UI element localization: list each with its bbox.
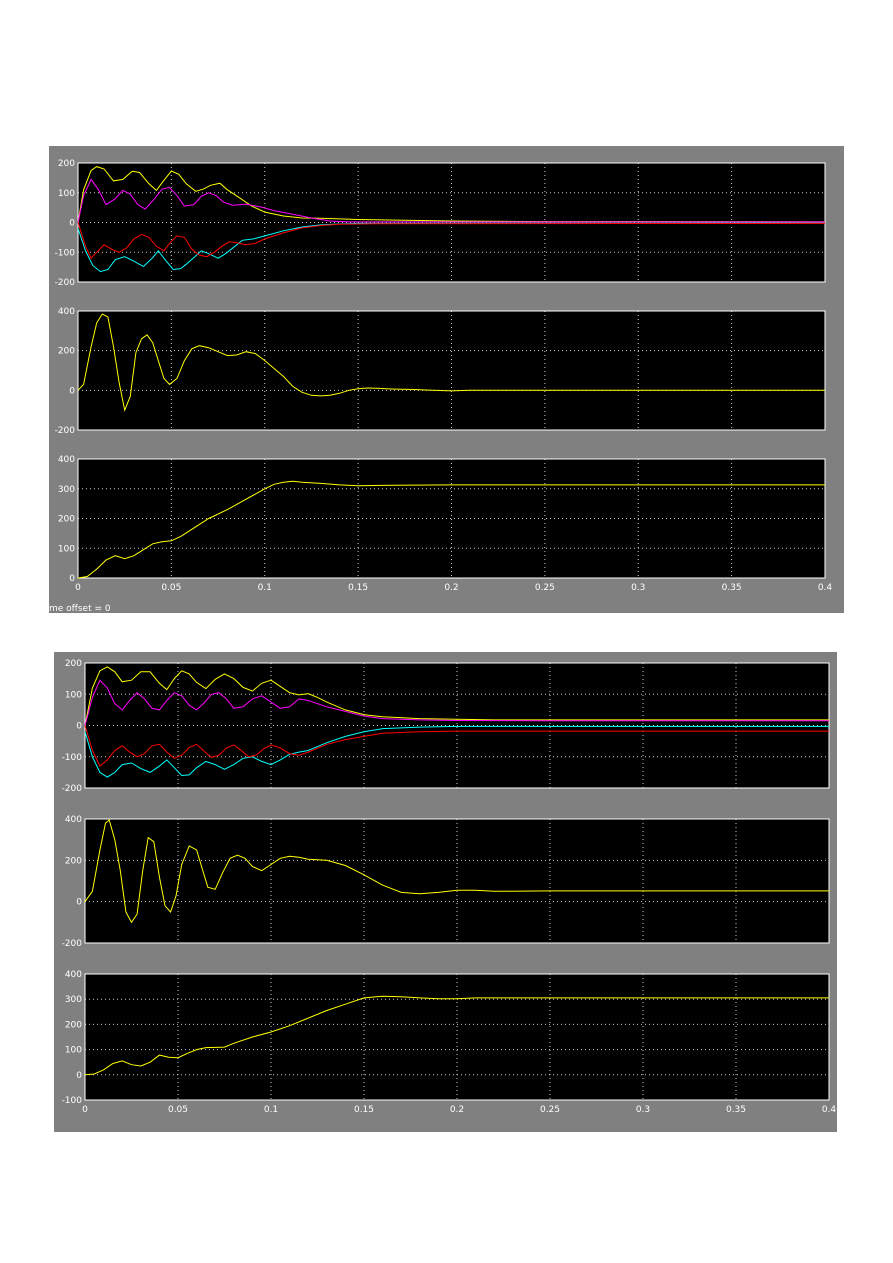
x-tick-label: 0.2 (444, 583, 458, 593)
y-tick-label: 200 (65, 659, 82, 669)
x-tick-label: 0.25 (535, 583, 555, 593)
scope-2-panel-1: -200 -100 0 100 200 (62, 659, 830, 794)
y-tick-label: 100 (58, 544, 75, 554)
y-tick-label: 200 (58, 159, 75, 169)
x-tick-label: 0.1 (258, 583, 272, 593)
y-tick-label: 100 (58, 189, 75, 199)
y-tick-label: -200 (62, 784, 83, 794)
y-tick-label: 200 (58, 347, 75, 357)
y-tick-label: 400 (58, 307, 75, 317)
plot-area (84, 818, 830, 944)
x-tick-label: 0.3 (631, 583, 645, 593)
y-tick-label: 400 (65, 815, 82, 825)
y-tick-label: 100 (65, 690, 82, 700)
x-tick-label: 0 (75, 583, 81, 593)
series-line-1 (77, 166, 826, 223)
x-tick-label: 0.15 (348, 583, 368, 593)
y-tick-label: 400 (58, 455, 75, 465)
y-tick-label: 0 (76, 1071, 82, 1081)
series-line-3 (77, 222, 826, 273)
series-line-1 (77, 313, 825, 412)
series-line-4 (84, 725, 829, 767)
plot-area (77, 310, 826, 431)
y-tick-label: 300 (58, 485, 75, 495)
y-tick-label: -100 (55, 248, 76, 258)
x-tick-label: 0.35 (722, 583, 742, 593)
scope-plots-1: -200-1000100200-200020040001002003004000… (55, 159, 833, 593)
y-tick-label: 0 (69, 219, 75, 229)
x-tick-label: 0.4 (818, 583, 833, 593)
y-tick-label: 0 (69, 386, 75, 396)
y-tick-label: 100 (65, 1046, 82, 1056)
series-line-1 (84, 995, 829, 1076)
scope-1-panel-1: -200 -100 0 100 200 (55, 159, 826, 288)
x-tick-label: 0.25 (540, 1105, 560, 1115)
y-tick-label: 0 (76, 898, 82, 908)
series-line-2 (77, 178, 825, 223)
x-tick-label: 0.1 (264, 1105, 278, 1115)
y-tick-label: 200 (65, 856, 82, 866)
caption-fragment: me offset = 0 (49, 604, 111, 614)
y-tick-label: 200 (65, 1020, 82, 1030)
plot-area (84, 973, 830, 1101)
y-tick-label: -100 (62, 753, 83, 763)
series-line-1 (84, 666, 829, 726)
y-tick-label: -200 (62, 939, 83, 949)
x-tick-label: 0.35 (726, 1105, 746, 1115)
scope-2-panel-2: -200 0 200 400 (62, 815, 830, 949)
x-tick-label: 0.05 (168, 1105, 188, 1115)
x-tick-label: 0.05 (161, 583, 181, 593)
y-tick-label: 0 (76, 722, 82, 732)
scope-window-2: -200 -100 0 100 200 -200 0 200 400 -100 0 100 200 300… (54, 652, 837, 1132)
x-tick-label: 0.3 (636, 1105, 650, 1115)
series-line-2 (84, 679, 829, 726)
x-tick-label: 0.15 (354, 1105, 374, 1115)
x-tick-label: 0.4 (822, 1105, 837, 1115)
series-line-1 (84, 819, 829, 924)
scope-plots-2: -200-1000100200-2000200400-1000100200300… (62, 659, 837, 1115)
x-tick-label: 0.2 (450, 1105, 464, 1115)
y-tick-label: 200 (58, 515, 75, 525)
series-line-3 (84, 725, 829, 778)
series-line-1 (77, 480, 825, 579)
y-tick-label: -100 (62, 1096, 83, 1106)
x-tick-label: 0 (82, 1105, 88, 1115)
scope-1-panel-3: 0 100 200 300 400 0 0.05 0.1 0.15 0.2 0.25 0.3 0.35 0… (58, 455, 833, 593)
scope-1-panel-2: -200 0 200 400 (55, 307, 826, 436)
y-tick-label: 400 (65, 970, 82, 980)
scope-window-1: -200 -100 0 100 200 -200 0 200 400 0 100 200 300 400 0… (49, 146, 844, 614)
series-line-4 (77, 222, 826, 260)
y-tick-label: 0 (69, 574, 75, 584)
y-tick-label: 300 (65, 995, 82, 1005)
y-tick-label: -200 (55, 426, 76, 436)
y-tick-label: -200 (55, 278, 76, 288)
